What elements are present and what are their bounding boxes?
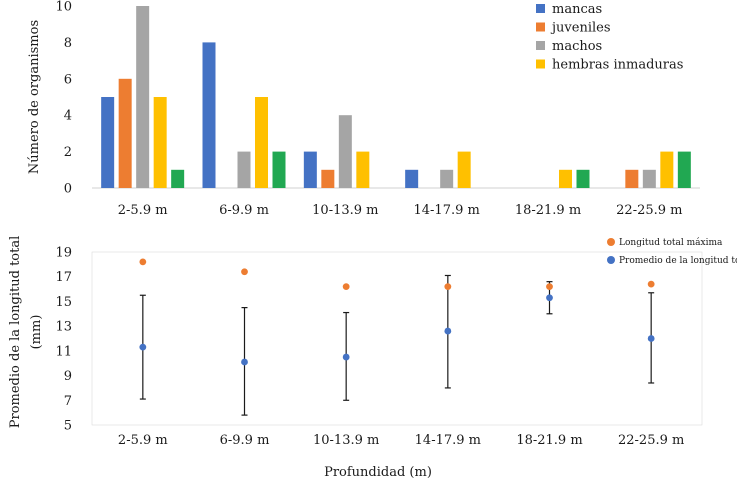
- bar: [642, 169, 656, 188]
- scatter-y-tick: 19: [55, 246, 72, 261]
- scatter-plot-frame: [91, 251, 703, 426]
- bar: [576, 169, 590, 188]
- max-length-point: [139, 258, 147, 266]
- bar: [405, 169, 419, 188]
- scatter-y-tick: 11: [55, 344, 72, 359]
- bar-category-label: 6-9.9 m: [219, 203, 269, 218]
- bar-y-tick: 8: [64, 36, 72, 51]
- scatter-legend-label: Longitud total máxima: [619, 237, 723, 248]
- scatter-category-label: 10-13.9 m: [313, 433, 379, 448]
- scatter-y-tick: 5: [64, 419, 72, 434]
- scatter-y-axis-label-line1: Promedio de la longitud total: [8, 236, 23, 429]
- scatter-y-tick: 7: [64, 394, 72, 409]
- scatter-legend-marker: [607, 256, 615, 264]
- bar-y-tick: 10: [55, 0, 72, 15]
- max-length-point: [342, 283, 350, 290]
- bar-y-tick: 6: [64, 72, 72, 87]
- mean-length-point: [647, 335, 655, 342]
- scatter-legend-marker: [607, 238, 615, 246]
- scatter-y-tick-labels: 5 7 9 11 13 15 17 19: [55, 246, 72, 434]
- bar: [356, 151, 370, 188]
- bar-y-axis-label: Número de organismos: [27, 20, 42, 174]
- bar: [338, 115, 352, 188]
- bar-y-tick-labels: 0 2 4 6 8 10: [55, 0, 72, 197]
- bar: [660, 151, 674, 188]
- mean-length-point: [444, 327, 452, 335]
- scatter-category-labels: 2-5.9 m 6-9.9 m 10-13.9 m 14-17.9 m 18-21.9 …: [118, 433, 684, 448]
- bar-category-labels: 2-5.9 m 6-9.9 m 10-13.9 m 14-17.9 m 18-21.9 …: [118, 203, 683, 218]
- bar-category-label: 22-25.9 m: [616, 203, 682, 218]
- bar: [457, 151, 471, 188]
- bar: [440, 169, 454, 188]
- mean-length-point: [139, 343, 147, 351]
- scatter-category-label: 14-17.9 m: [415, 433, 481, 448]
- max-length-point: [444, 283, 452, 290]
- bar-legend-swatch: [536, 4, 545, 13]
- scatter-error-bars: [139, 274, 655, 416]
- max-length-point: [647, 280, 655, 288]
- scatter-points: [139, 258, 655, 366]
- max-length-point: [546, 283, 553, 290]
- scatter-category-label: 2-5.9 m: [118, 433, 168, 448]
- scatter-chart: 5 7 9 11 13 15 17 19 2-5.9 m 6-9.9 m 10-13.9 m 14-…: [8, 236, 737, 480]
- bar: [303, 151, 317, 188]
- bar-y-tick: 4: [64, 109, 72, 124]
- scatter-y-tick: 15: [55, 295, 72, 310]
- bar-legend-label: mancas: [552, 2, 602, 17]
- bar-legend-label: machos: [552, 39, 602, 54]
- scatter-category-label: 22-25.9 m: [618, 433, 684, 448]
- scatter-y-tick: 17: [55, 270, 72, 285]
- bar: [559, 169, 572, 188]
- bar-legend-swatch: [536, 59, 545, 69]
- bar-marks: [101, 6, 691, 189]
- scatter-y-tick: 9: [64, 369, 72, 384]
- bar-category-label: 10-13.9 m: [312, 203, 378, 218]
- bar: [272, 151, 286, 188]
- bar: [625, 169, 639, 188]
- scatter-y-tick: 13: [55, 320, 72, 335]
- bar: [237, 151, 251, 188]
- bar-y-tick: 0: [64, 182, 72, 197]
- max-length-point: [241, 268, 248, 276]
- scatter-y-axis-label-line2: (mm): [29, 315, 44, 350]
- mean-length-point: [342, 353, 350, 361]
- bar: [202, 42, 216, 189]
- bar-legend-swatch: [536, 41, 545, 50]
- scatter-category-label: 6-9.9 m: [220, 433, 270, 448]
- bar: [321, 169, 335, 188]
- scatter-x-axis-label: Profundidad (m): [324, 465, 432, 480]
- scatter-legend-label: Promedio de la longitud total: [619, 256, 737, 266]
- scatter-category-label: 18-21.9 m: [516, 433, 582, 448]
- bar-legend-swatch: [536, 22, 545, 32]
- bar: [255, 97, 268, 188]
- bar-chart: 0 2 4 6 8 10 2-5.9 m 6-9.9 m 10-13.9 m 14-17.9 m…: [27, 0, 700, 218]
- bar-category-label: 14-17.9 m: [413, 203, 479, 218]
- bar-legend: mancas juveniles machos hembras inmaduras: [536, 2, 683, 73]
- bar: [677, 151, 691, 188]
- scatter-legend: Longitud total máxima Promedio de la long…: [607, 237, 737, 266]
- mean-length-point: [241, 358, 248, 366]
- bar: [101, 97, 115, 188]
- bar-legend-label: juveniles: [550, 21, 611, 36]
- bar: [118, 78, 132, 188]
- bar: [153, 97, 167, 188]
- bar: [136, 6, 150, 188]
- mean-length-point: [546, 294, 553, 302]
- bar-y-tick: 2: [64, 145, 72, 160]
- bar-category-label: 18-21.9 m: [515, 203, 581, 218]
- bar: [171, 169, 185, 188]
- bar-category-label: 2-5.9 m: [118, 203, 168, 218]
- bar-legend-label: hembras inmaduras: [552, 58, 683, 73]
